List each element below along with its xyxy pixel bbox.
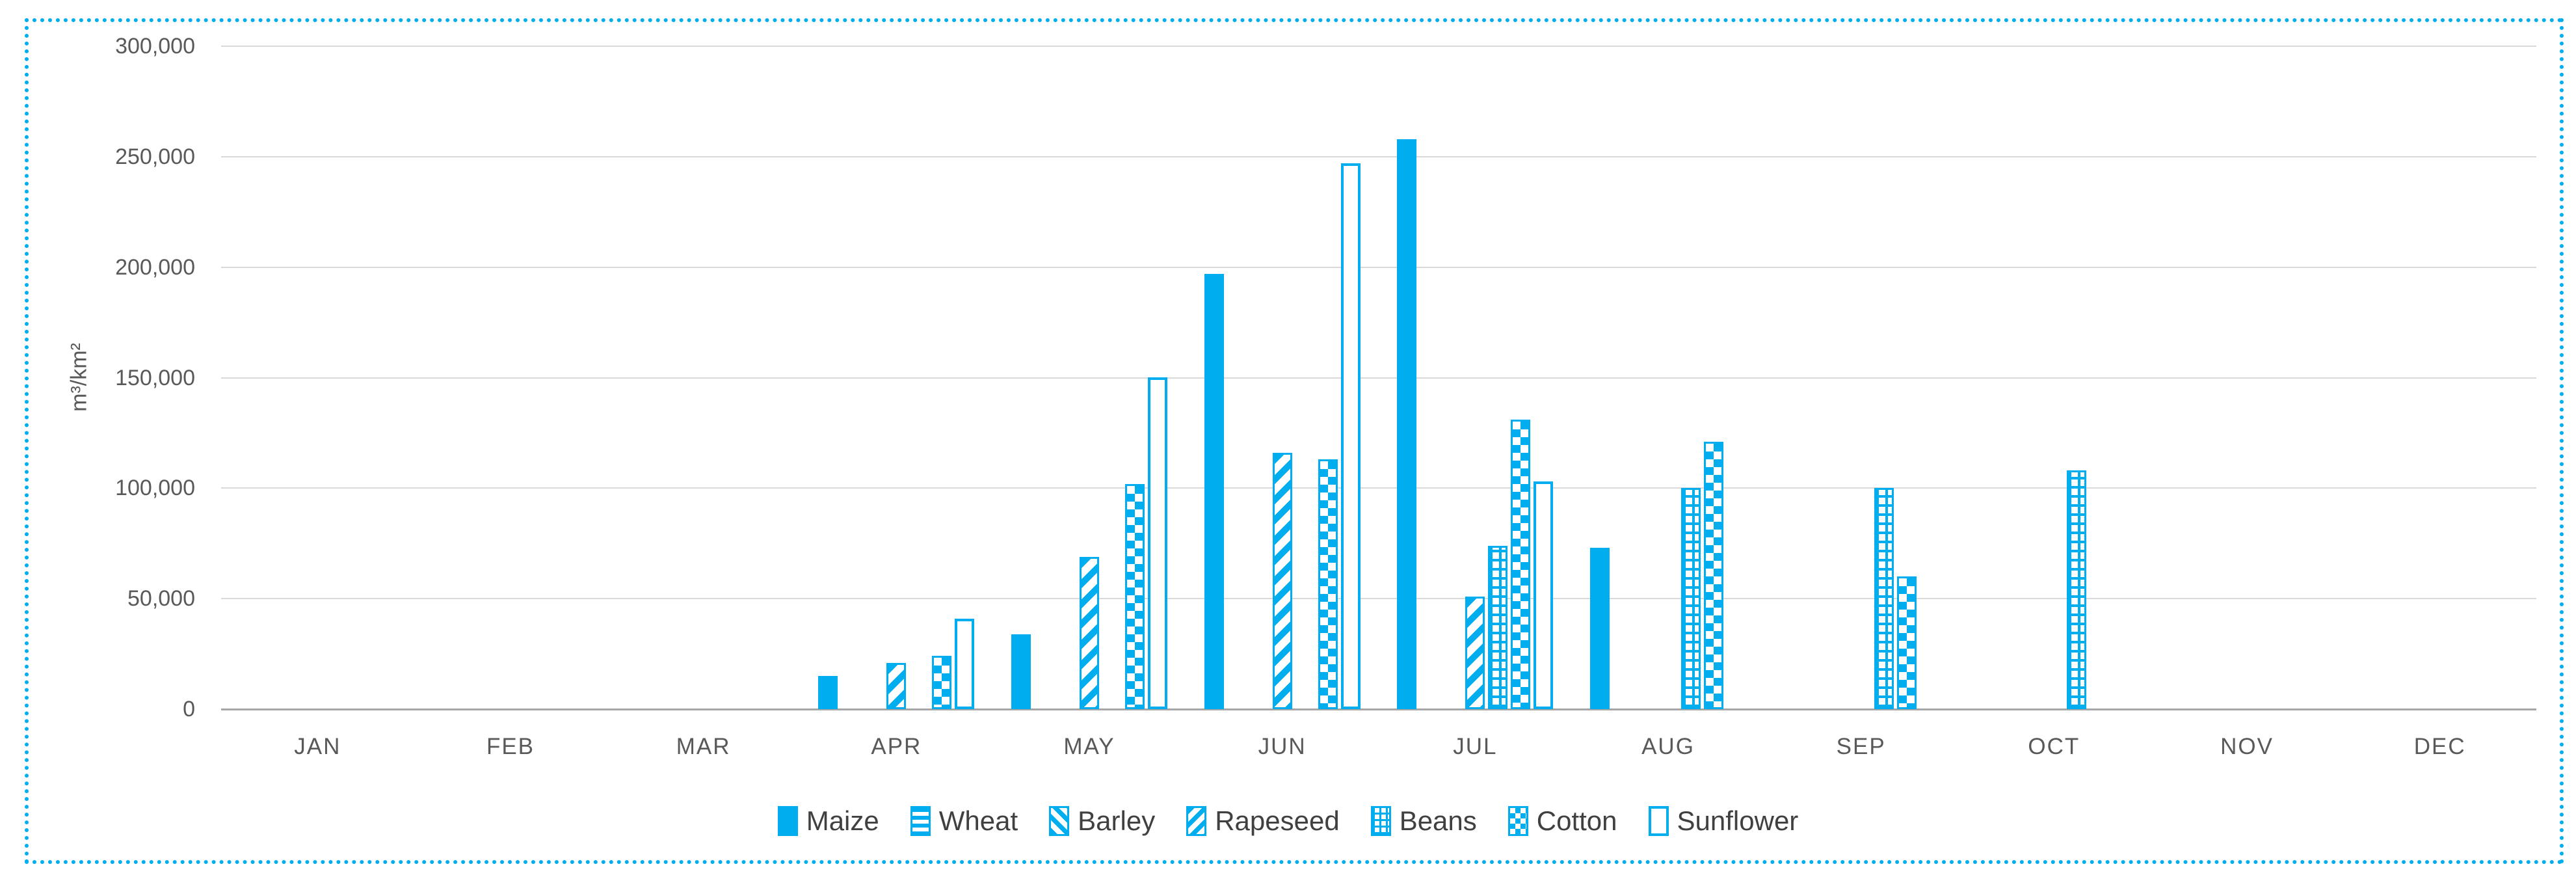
x-tick-label-oct: OCT — [2028, 734, 2080, 759]
y-tick-label: 50,000 — [127, 586, 195, 612]
bar-maize-may — [1011, 634, 1031, 709]
y-tick-label: 200,000 — [115, 254, 195, 280]
bar-beans-oct — [2067, 470, 2087, 709]
y-tick-label: 300,000 — [115, 34, 195, 59]
gridline — [221, 487, 2536, 489]
x-tick-label-mar: MAR — [676, 734, 731, 759]
bar-maize-jul — [1397, 139, 1417, 709]
x-tick-label-feb: FEB — [486, 734, 535, 759]
y-tick-label: 0 — [183, 697, 195, 721]
bar-rapeseed-jul — [1465, 597, 1485, 709]
x-tick-label-jul: JUL — [1453, 734, 1498, 759]
bar-beans-jul — [1488, 546, 1508, 709]
wheat-swatch-icon — [910, 806, 931, 836]
legend-label: Wheat — [938, 805, 1018, 836]
gridline — [221, 266, 2536, 268]
legend-label: Rapeseed — [1215, 805, 1340, 836]
bar-sunflower-jun — [1340, 163, 1361, 709]
bar-beans-aug — [1681, 488, 1701, 709]
maize-swatch-icon — [777, 806, 798, 836]
gridline — [221, 46, 2536, 47]
legend-label: Beans — [1399, 805, 1477, 836]
bar-beans-sep — [1874, 488, 1894, 709]
x-tick-label-aug: AUG — [1641, 734, 1695, 759]
barley-swatch-icon — [1049, 806, 1070, 836]
legend-item-maize: Maize — [777, 805, 879, 837]
bar-rapeseed-jun — [1272, 453, 1292, 709]
gridline — [221, 598, 2536, 600]
legend-label: Sunflower — [1677, 805, 1799, 836]
x-axis-line — [221, 708, 2536, 710]
bar-cotton-apr — [932, 656, 952, 709]
legend-item-barley: Barley — [1049, 805, 1155, 837]
bar-cotton-jun — [1318, 459, 1338, 709]
bar-cotton-may — [1125, 484, 1145, 709]
beans-swatch-icon — [1370, 806, 1391, 836]
legend-item-beans: Beans — [1370, 805, 1477, 837]
bar-maize-aug — [1590, 548, 1610, 709]
y-tick-label: 100,000 — [115, 476, 195, 501]
legend-item-sunflower: Sunflower — [1648, 805, 1799, 837]
x-tick-label-may: MAY — [1063, 734, 1115, 759]
legend-item-wheat: Wheat — [910, 805, 1018, 837]
bar-sunflower-may — [1148, 377, 1167, 709]
y-tick-label: 250,000 — [115, 144, 195, 169]
bar-maize-jun — [1204, 274, 1224, 709]
legend-label: Barley — [1078, 805, 1156, 836]
x-tick-label-sep: SEP — [1836, 734, 1886, 759]
bar-rapeseed-apr — [886, 663, 907, 709]
bar-cotton-aug — [1704, 442, 1723, 709]
y-axis-tick-labels: 300,000 250,000 200,000 150,000 100,000 50,00… — [52, 35, 195, 720]
x-tick-label-jun: JUN — [1258, 734, 1307, 759]
chart-dotted-border — [25, 18, 2564, 864]
cotton-swatch-icon — [1507, 806, 1528, 836]
bars-layer — [221, 46, 2536, 709]
gridline — [221, 377, 2536, 379]
x-tick-label-dec: DEC — [2413, 734, 2466, 759]
x-tick-label-nov: NOV — [2220, 734, 2274, 759]
rapeseed-swatch-icon — [1186, 806, 1207, 836]
sunflower-swatch-icon — [1648, 806, 1669, 836]
x-tick-label-apr: APR — [871, 734, 922, 759]
gridlines-layer — [221, 46, 2536, 710]
bar-sunflower-apr — [955, 619, 975, 709]
legend-label: Cotton — [1536, 805, 1617, 836]
y-tick-label: 150,000 — [115, 365, 195, 390]
legend-item-cotton: Cotton — [1507, 805, 1617, 837]
gridline — [221, 155, 2536, 157]
bar-rapeseed-may — [1080, 557, 1099, 709]
bar-cotton-sep — [1896, 576, 1917, 709]
x-axis-tick-labels: JAN FEB MAR APR MAY JUN JUL AUG SEP OCT NOV DEC — [221, 734, 2536, 766]
legend-item-rapeseed: Rapeseed — [1186, 805, 1340, 837]
bar-sunflower-jul — [1534, 481, 1554, 709]
legend-label: Maize — [806, 805, 879, 836]
x-tick-label-jan: JAN — [294, 734, 341, 759]
bar-maize-apr — [818, 676, 838, 709]
bar-cotton-jul — [1511, 420, 1531, 709]
legend: Maize Wheat Barley Rapeseed Beans Cotton Sunfl… — [0, 802, 2576, 841]
